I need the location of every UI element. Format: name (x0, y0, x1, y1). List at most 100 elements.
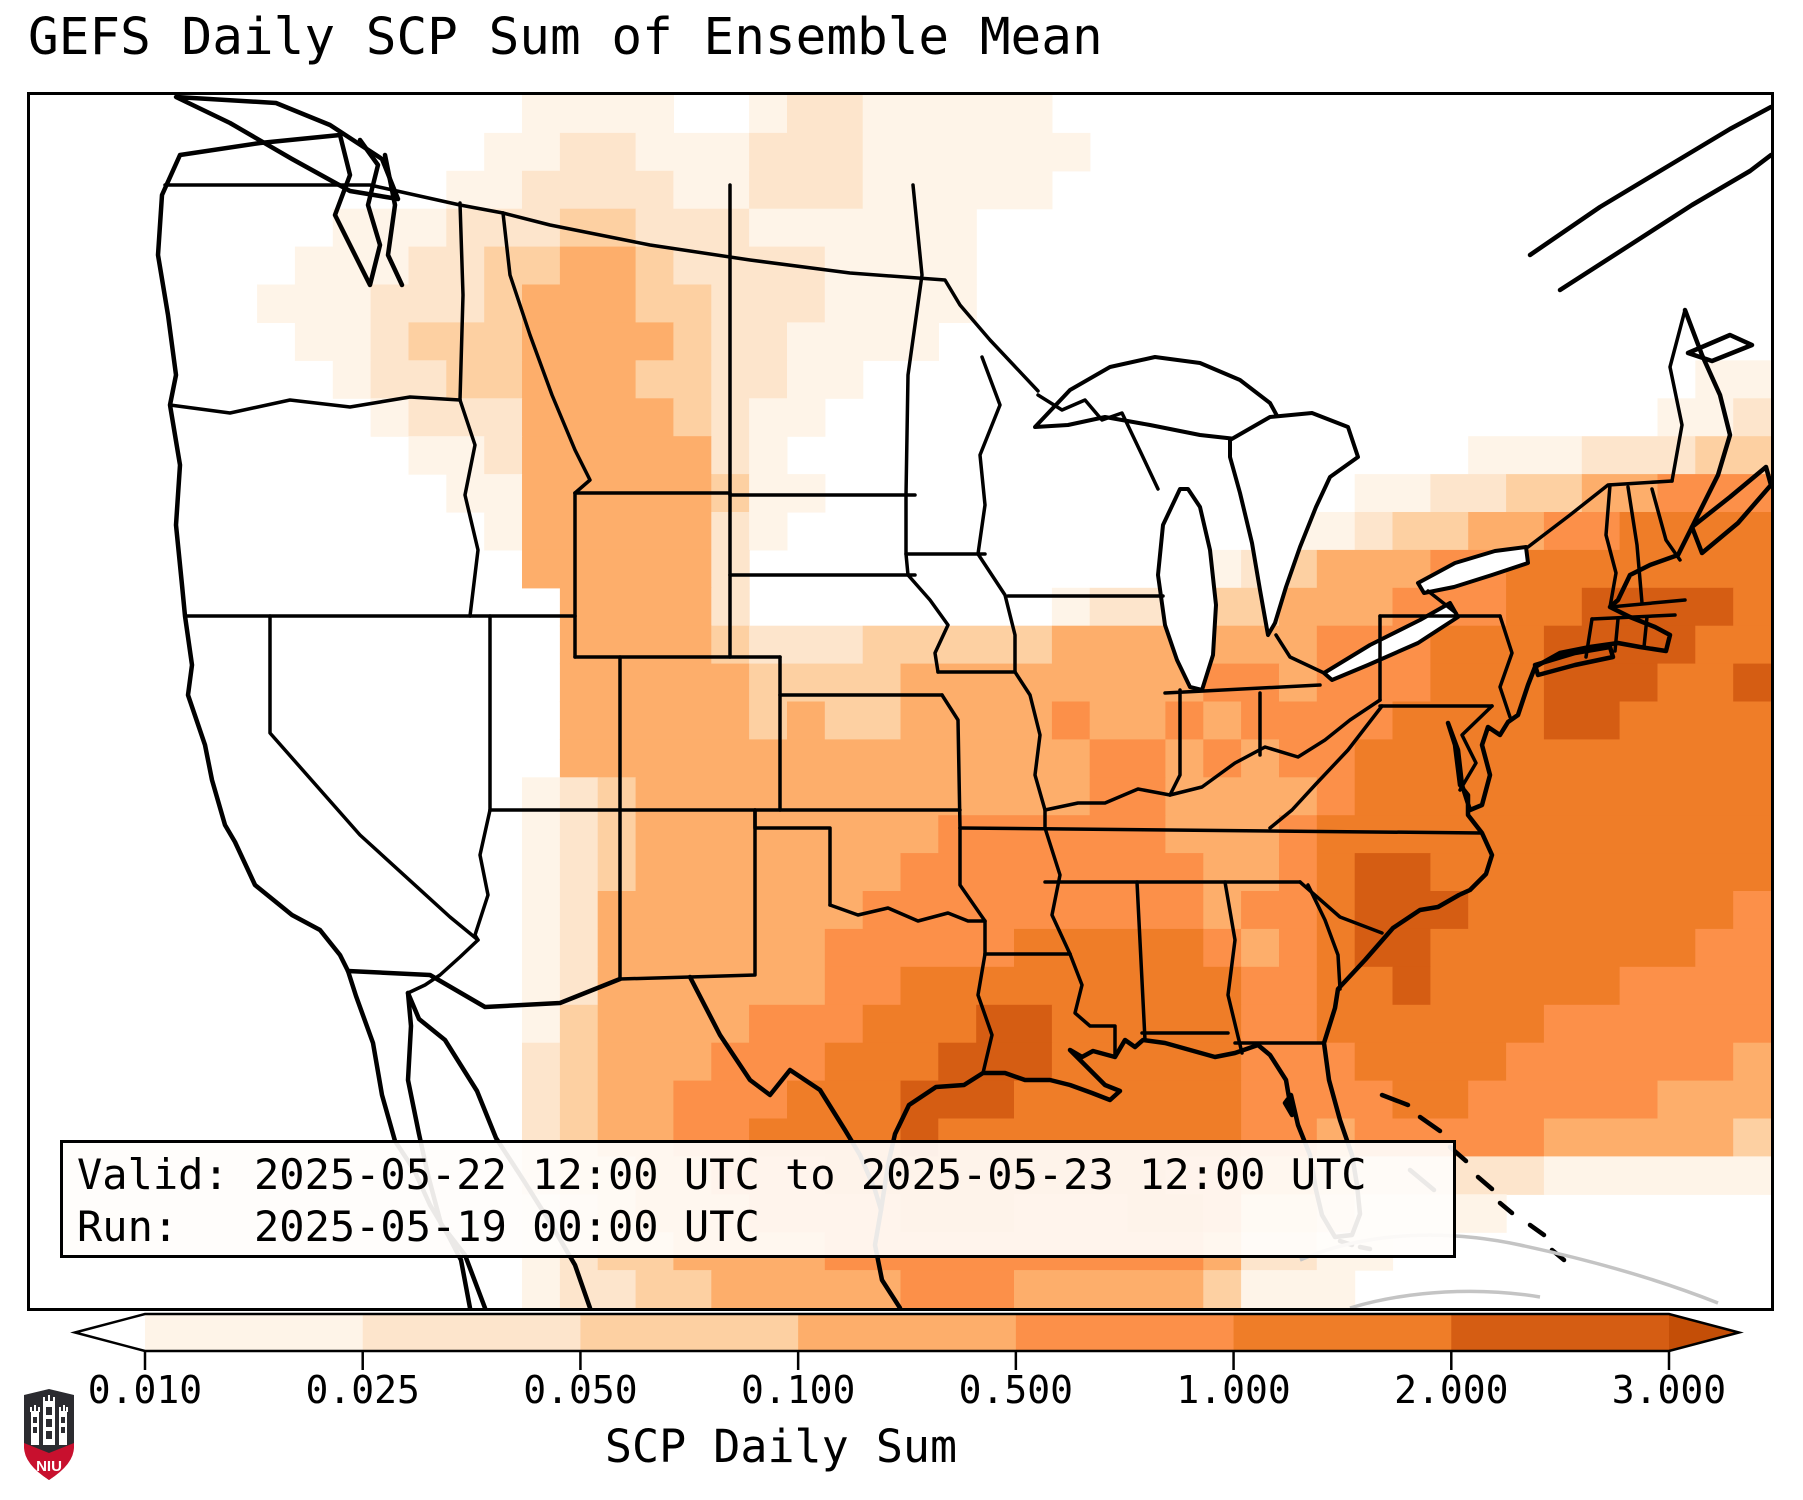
heat-cell-run (635, 815, 939, 854)
colorbar-segment (798, 1314, 1017, 1351)
heat-cell-run (1203, 1270, 1242, 1308)
heat-cell-run (1354, 1042, 1507, 1082)
heat-cell-run (559, 1004, 599, 1044)
heat-cell-run (1430, 966, 1621, 1006)
heat-cell-run (1733, 587, 1771, 627)
heat-cell-run (484, 246, 561, 286)
heat-cell-run (1316, 853, 1356, 892)
heat-cell-run (522, 512, 712, 551)
logo-text: NIU (36, 1458, 62, 1475)
colorbar-tick-label: 0.010 (87, 1368, 203, 1412)
heat-cell-run (370, 322, 409, 361)
heat-cell-run (749, 512, 788, 551)
map-canvas (155, 95, 1771, 1308)
heat-cell-run (1089, 587, 1166, 627)
heat-cell-run (1089, 777, 1166, 816)
heat-cell-run (749, 170, 864, 210)
heat-cell-run (1279, 587, 1394, 627)
heat-cell-run (1089, 739, 1166, 778)
colorbar-tick-label: 0.500 (958, 1368, 1074, 1412)
run-line: Run: 2025-05-19 00:00 UTC (77, 1202, 760, 1251)
heat-cell-run (1051, 587, 1091, 627)
heat-cell-run (484, 436, 523, 475)
heat-cell-run (1468, 1080, 1658, 1120)
heat-cell-run (257, 284, 372, 323)
heat-cell-run (1733, 1118, 1771, 1157)
heat-cell-run (1354, 928, 1431, 968)
heat-cell-run (522, 1080, 561, 1120)
heat-cell-run (749, 398, 826, 437)
heat-cell-run (1316, 891, 1356, 930)
heat-cell-run (522, 891, 561, 930)
heat-cell-run (787, 360, 864, 399)
heat-cell-run (1543, 1004, 1771, 1044)
heat-cell-run (597, 1042, 712, 1082)
heat-cell-run (522, 549, 712, 589)
heat-cell-run (938, 1042, 1053, 1082)
heat-cell-run (1695, 928, 1771, 968)
heat-cell-run (1279, 928, 1318, 968)
heat-cell-run (1657, 1080, 1771, 1120)
heat-cell-run (1733, 1042, 1771, 1082)
heat-cell-run (862, 891, 1204, 930)
long-island (1532, 644, 1616, 678)
heat-cell-run (1392, 512, 1469, 551)
colorbar (70, 1312, 1744, 1370)
heat-cell-run (1316, 777, 1356, 816)
lake-superior (1033, 355, 1284, 442)
lake-huron (1228, 411, 1360, 637)
heat-cell-run (673, 170, 750, 210)
puget-sound (332, 132, 405, 288)
heat-cell-run (446, 474, 523, 513)
heat-cell-run (408, 246, 485, 286)
heat-cell-run (522, 815, 561, 854)
heat-cell-run (597, 891, 864, 930)
heat-cell-run (824, 701, 902, 740)
heat-cell-run (1619, 701, 1771, 740)
heat-cell-run (484, 132, 561, 172)
heat-cell-run (1581, 587, 1734, 627)
heat-cell-run (900, 966, 1242, 1006)
heat-cell-run (559, 663, 750, 703)
colorbar-tick-label: 3.000 (1611, 1368, 1727, 1412)
heat-cell-run (1506, 474, 1583, 513)
niu-logo: NIU (24, 1389, 74, 1480)
heat-cell-run (787, 1080, 902, 1120)
heat-cell-run (522, 95, 674, 134)
colorbar-segment (362, 1314, 581, 1351)
great-lakes (1033, 355, 1530, 692)
heat-cell-run (673, 398, 712, 437)
heat-cell-run (597, 853, 637, 892)
scp-heatmap-cells (257, 95, 1771, 1308)
heat-cell-run (1203, 701, 1242, 740)
heat-cell-run (1619, 966, 1771, 1006)
heat-cell-run (1316, 549, 1431, 589)
heat-cell-run (1014, 928, 1204, 968)
heat-cell-run (1241, 1004, 1318, 1044)
heat-cell-run (749, 1004, 864, 1044)
heat-cell-run (1430, 928, 1696, 968)
colorbar-tick-label: 1.000 (1176, 1368, 1291, 1412)
heat-cell-run (1733, 398, 1771, 437)
colorbar-tick-label: 0.050 (523, 1368, 638, 1412)
colorbar-axis-label: SCP Daily Sum (604, 1420, 958, 1473)
heat-cell-run (559, 1042, 599, 1082)
heat-cell-run (749, 132, 864, 172)
heat-cell-run (673, 322, 712, 361)
vancouver-island (173, 95, 401, 202)
heat-cell-run (1354, 853, 1431, 892)
heat-cell-run (749, 208, 977, 248)
heat-cell-run (1203, 891, 1242, 930)
colorbar-tick-label: 0.025 (305, 1368, 420, 1412)
colorbar-tick-label: 0.100 (740, 1368, 856, 1412)
heat-cell-run (1241, 891, 1318, 930)
heat-cell-run (1089, 701, 1166, 740)
heat-cell-run (787, 95, 864, 134)
heat-cell-run (1543, 1156, 1771, 1195)
heat-cell-run (1468, 891, 1734, 930)
heat-cell-run (1468, 436, 1583, 475)
logo-castle-windows (33, 1407, 65, 1439)
heat-cell-run (862, 625, 1053, 665)
heat-cell-run (559, 132, 637, 172)
